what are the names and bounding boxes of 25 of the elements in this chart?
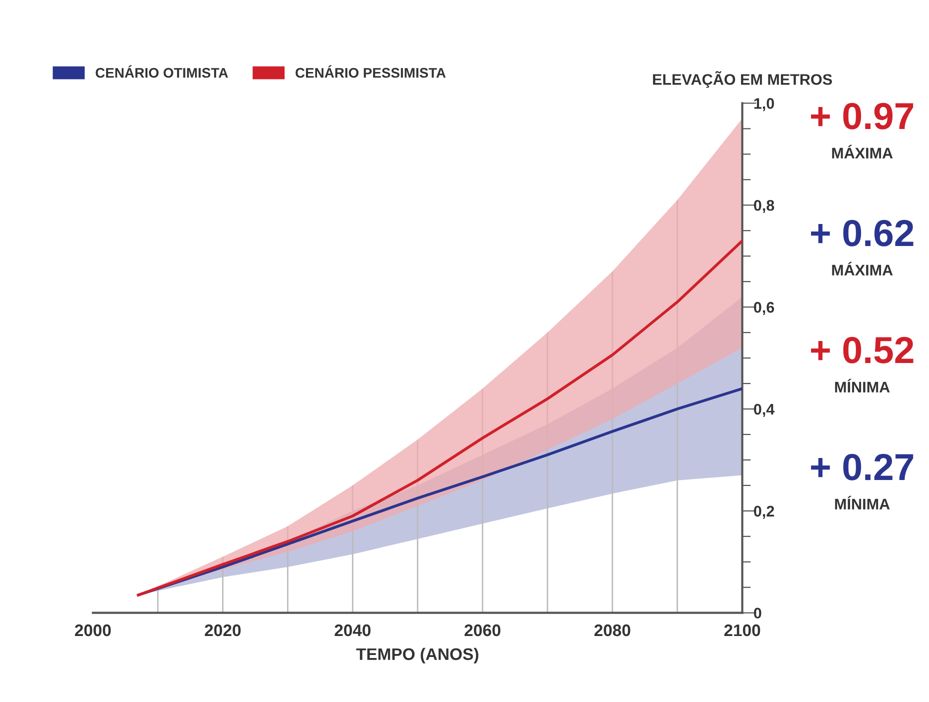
text: MÁXIMA (832, 144, 893, 158)
line-series (136, 239, 742, 596)
x-axis-title: TEMPO (ANOS) (356, 648, 478, 664)
y-tick-label: 0,4 (754, 404, 775, 417)
y-tick-label: 0,8 (754, 200, 774, 214)
text: MÍNIMA (835, 496, 890, 510)
legend-label: CENÁRIO PESSIMISTA (296, 65, 446, 78)
x-tick-label: 2080 (594, 624, 630, 636)
x-tick-label: 2060 (464, 624, 500, 636)
x-tick-label: 2020 (204, 624, 241, 636)
text: + 0.27 (811, 454, 914, 480)
text: MÁXIMA (832, 262, 893, 276)
text: + 0.62 (811, 220, 914, 246)
x-tick-label: 2000 (74, 624, 111, 636)
y-tick-label: 0,6 (754, 302, 774, 315)
y-tick-label: 0 (754, 608, 762, 619)
y-tick-label: 1,0 (754, 98, 774, 112)
y-axis-title: ELEVAÇÃO EM METROS (653, 71, 832, 88)
x-tick-label: 2100 (724, 624, 760, 636)
y-tick-label: 0,2 (754, 506, 774, 519)
text: + 0.97 (811, 102, 914, 130)
x-tick-label: 2040 (334, 624, 371, 636)
text: MÍNIMA (835, 378, 890, 392)
text: + 0.52 (811, 336, 914, 364)
legend-label: CENÁRIO OTIMISTA (96, 65, 228, 78)
